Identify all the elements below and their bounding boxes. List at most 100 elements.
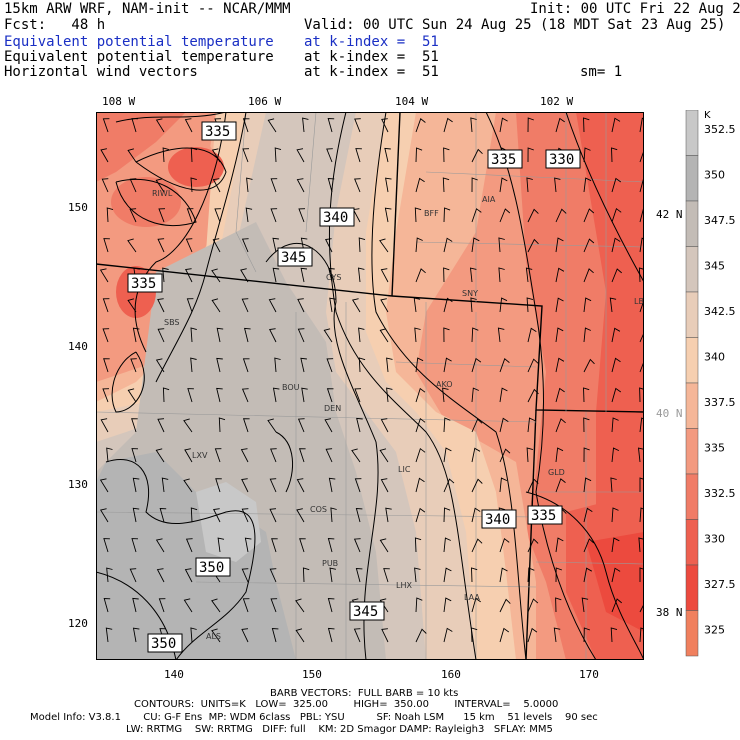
wind-barb bbox=[385, 507, 392, 523]
wind-barb bbox=[102, 298, 110, 313]
wind-barb bbox=[186, 298, 194, 313]
x-tick-150: 150 bbox=[302, 668, 322, 681]
wind-barb bbox=[240, 268, 249, 283]
wind-barb bbox=[185, 538, 193, 553]
wind-barb bbox=[295, 628, 305, 643]
wind-barb bbox=[158, 208, 166, 223]
colorbar-swatch bbox=[685, 200, 699, 247]
wind-barb bbox=[190, 507, 198, 523]
wind-barb bbox=[415, 447, 426, 463]
wind-barb bbox=[443, 267, 450, 283]
contour-label: 350 bbox=[195, 557, 231, 577]
wind-barb bbox=[127, 238, 137, 253]
svg-text:350: 350 bbox=[151, 636, 176, 652]
wind-barb bbox=[129, 208, 137, 223]
wind-barb bbox=[274, 147, 282, 163]
contour-label-group: 335 335 330 340 345 335 340 335 350 345 … bbox=[127, 121, 581, 653]
wind-barb bbox=[129, 178, 137, 193]
wind-barb bbox=[555, 597, 562, 613]
wind-barb bbox=[131, 448, 139, 463]
wind-barb bbox=[328, 267, 335, 283]
wind-barb bbox=[415, 507, 426, 523]
wind-barb bbox=[106, 447, 113, 463]
colorbar-labels: 352.5 350 347.5 345 342.5 340 337.5 335 332.5 330… bbox=[704, 123, 736, 637]
station-lhx: LHX bbox=[396, 581, 412, 590]
wind-barb bbox=[443, 207, 451, 223]
y-tick-140: 140 bbox=[68, 340, 88, 353]
contour-350 bbox=[105, 458, 256, 660]
wind-barb bbox=[157, 298, 165, 313]
lon-label-106w: 106 W bbox=[248, 95, 282, 108]
wind-barb bbox=[415, 118, 426, 133]
wind-barb bbox=[215, 478, 222, 493]
wind-barb bbox=[443, 117, 453, 133]
wind-barb bbox=[300, 267, 308, 283]
wind-barb bbox=[611, 507, 619, 523]
model-title: 15km ARW WRF, NAM-init -- NCAR/MMM bbox=[4, 1, 291, 17]
station-riwl: RIWL bbox=[152, 189, 173, 198]
wind-barb bbox=[611, 387, 622, 403]
wind-barb bbox=[527, 147, 534, 163]
colorbar-label: 347.5 bbox=[704, 214, 736, 227]
wind-barb bbox=[555, 237, 564, 253]
wind-barb bbox=[274, 357, 281, 373]
wind-barb bbox=[555, 537, 564, 553]
map-frame bbox=[96, 112, 644, 660]
contour-label: 330 bbox=[545, 149, 581, 169]
wind-barb bbox=[443, 357, 452, 373]
wind-barb bbox=[527, 238, 539, 253]
wind-barb bbox=[386, 387, 393, 403]
wind-barb bbox=[471, 327, 479, 343]
wind-barb bbox=[157, 418, 165, 433]
wind-barb bbox=[300, 237, 308, 253]
wind-barb bbox=[354, 478, 362, 493]
wind-barb bbox=[358, 357, 366, 373]
wind-barb bbox=[267, 418, 277, 433]
contour-330 bbox=[565, 112, 644, 283]
wind-barb bbox=[499, 358, 510, 373]
contour-335-se bbox=[525, 491, 644, 660]
wind-barb bbox=[211, 628, 221, 643]
wind-barb bbox=[415, 417, 426, 433]
wind-barb bbox=[639, 298, 644, 313]
wind-barb bbox=[583, 417, 590, 433]
wind-barb bbox=[471, 177, 478, 193]
wind-barb bbox=[99, 478, 109, 493]
field-blob-nw bbox=[168, 147, 224, 187]
wind-barb bbox=[442, 177, 450, 193]
wind-barb bbox=[611, 237, 621, 253]
wind-barb bbox=[380, 298, 389, 313]
wind-barb bbox=[184, 568, 193, 583]
wind-barb bbox=[296, 508, 305, 523]
wind-barb bbox=[499, 567, 508, 583]
svg-text:350: 350 bbox=[199, 560, 224, 576]
wind-barb bbox=[102, 118, 110, 133]
wind-barb bbox=[499, 537, 510, 553]
contour-335-west bbox=[111, 351, 145, 413]
contour-small bbox=[275, 431, 294, 493]
wind-barb bbox=[127, 148, 137, 163]
wind-barb bbox=[156, 568, 165, 583]
colorbar-swatch bbox=[685, 110, 699, 156]
station-pub: PUB bbox=[322, 559, 338, 568]
county-line bbox=[395, 361, 537, 368]
wind-barb bbox=[246, 177, 253, 193]
wind-barb bbox=[499, 448, 511, 463]
contour-340b bbox=[371, 112, 527, 660]
wind-barb bbox=[583, 387, 590, 403]
wind-barb bbox=[187, 388, 194, 403]
wind-barb bbox=[270, 448, 277, 463]
wind-barb bbox=[415, 147, 423, 163]
wind-barb bbox=[555, 208, 567, 223]
wind-barb bbox=[186, 208, 194, 223]
wind-barb bbox=[415, 357, 424, 373]
station-bou: BOU bbox=[282, 383, 300, 392]
wind-barb bbox=[414, 327, 421, 343]
wind-barb bbox=[358, 327, 365, 343]
colorbar-swatch bbox=[685, 291, 699, 338]
colorbar-swatch bbox=[685, 246, 699, 293]
wind-barb bbox=[611, 417, 619, 433]
wind-barb bbox=[443, 537, 451, 553]
wind-barb bbox=[300, 357, 307, 373]
x-tick-160: 160 bbox=[441, 668, 461, 681]
